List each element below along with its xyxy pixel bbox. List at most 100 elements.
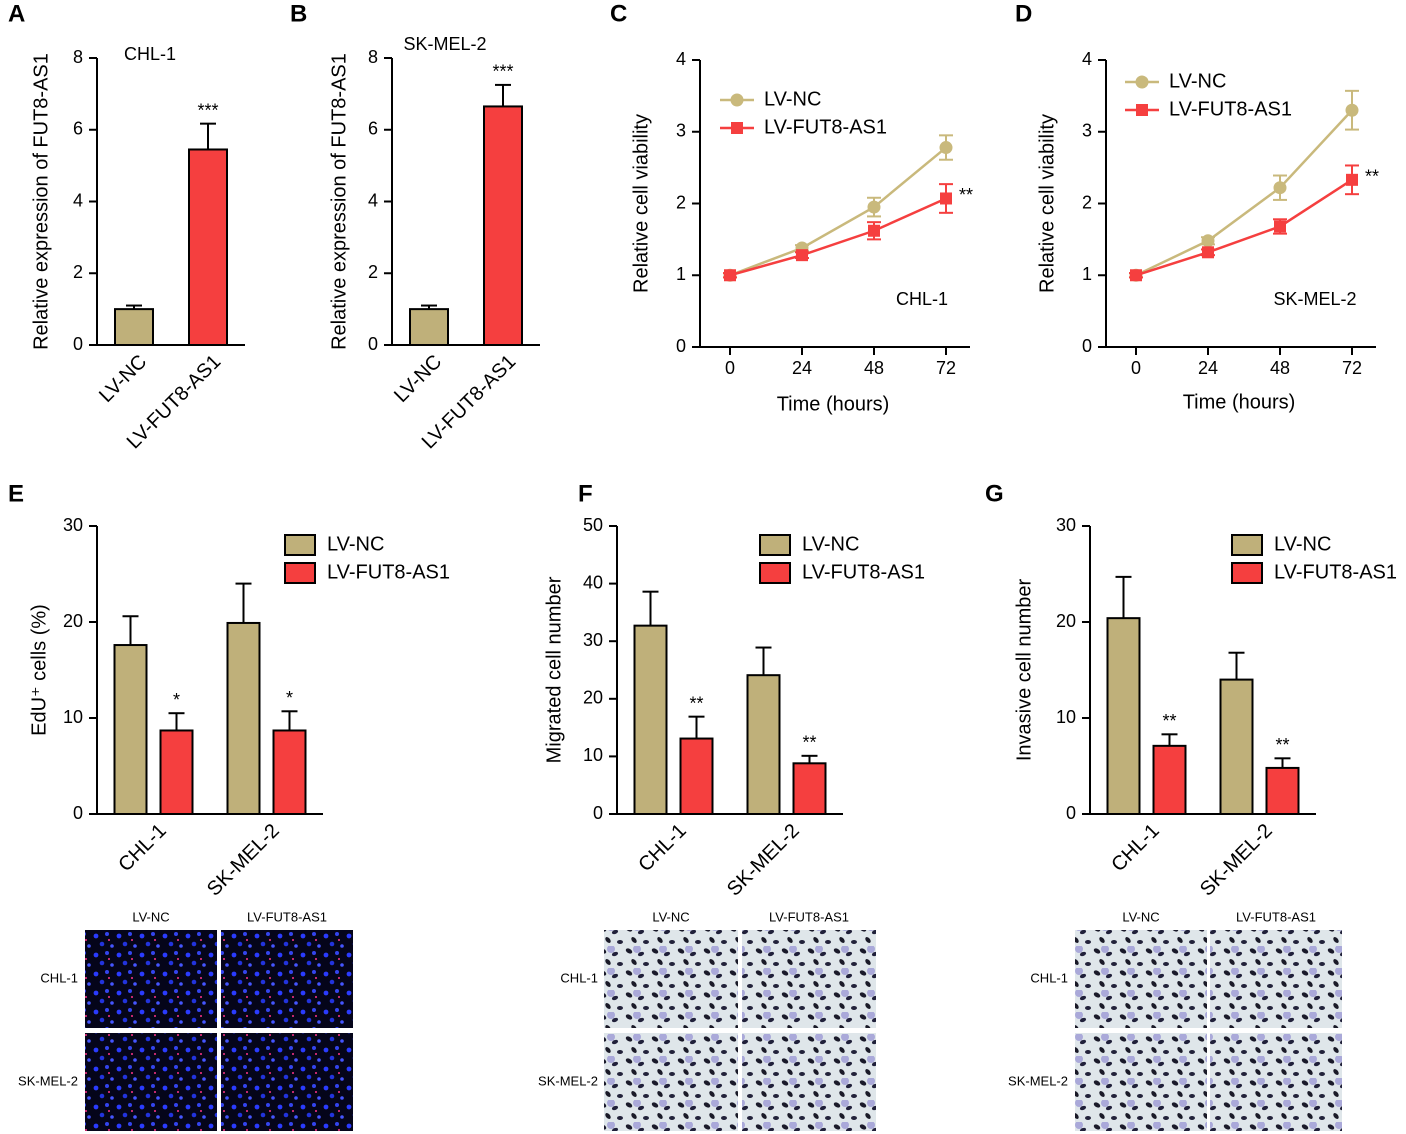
- y-tick-label: 4: [73, 190, 83, 210]
- panel-letter: G: [985, 480, 1004, 507]
- panel-letter: A: [8, 0, 25, 27]
- legend-label: LV-FUT8-AS1: [327, 561, 450, 583]
- series-line: [1135, 109, 1353, 277]
- legend-marker: [1136, 104, 1148, 116]
- significance: **: [1275, 735, 1289, 755]
- panel-letter: D: [1015, 0, 1032, 27]
- y-axis-label: Relative expression of FUT8-AS1: [328, 53, 350, 350]
- series-line: [1135, 178, 1353, 277]
- series-line: [729, 146, 947, 277]
- bar: [792, 762, 827, 816]
- micrograph: [1075, 1033, 1207, 1131]
- y-axis-label: Migrated cell number: [543, 576, 565, 763]
- point: [1202, 246, 1214, 259]
- x-tick-label: CHL-1: [1107, 820, 1163, 876]
- micrograph-row-label: CHL-1: [1030, 970, 1068, 985]
- bar: [633, 624, 668, 816]
- bar: [113, 644, 148, 815]
- x-tick-label: 72: [936, 358, 956, 378]
- x-tick-label: 48: [1270, 358, 1290, 378]
- point: [1274, 220, 1286, 233]
- y-axis-label: Relative cell viability: [1036, 114, 1058, 293]
- micrograph-column-label: LV-FUT8-AS1: [247, 909, 327, 924]
- error-bar: [801, 754, 818, 764]
- x-tick-label: LV-NC: [390, 351, 446, 407]
- annotation: SK-MEL-2: [1273, 289, 1356, 309]
- error-bar: [1161, 733, 1178, 746]
- error-bar: [1115, 575, 1132, 619]
- x-tick-label: SK-MEL-2: [1196, 820, 1277, 901]
- bar: [679, 737, 714, 816]
- x-tick-label: 24: [1198, 358, 1218, 378]
- error-bar: [495, 83, 511, 107]
- y-tick-label: 6: [368, 119, 378, 139]
- micrograph-row-label: SK-MEL-2: [538, 1073, 598, 1088]
- micrograph-row-label: CHL-1: [560, 970, 598, 985]
- x-tick-label: SK-MEL-2: [203, 820, 284, 901]
- y-tick-label: 0: [593, 803, 603, 823]
- significance: **: [802, 733, 816, 753]
- y-tick-label: 2: [1082, 192, 1092, 212]
- micrograph: [1210, 930, 1342, 1028]
- error-bar: [642, 590, 659, 626]
- subtitle: CHL-1: [124, 44, 176, 64]
- x-tick-label: 48: [864, 358, 884, 378]
- y-tick-label: 0: [1066, 803, 1076, 823]
- micrograph: [221, 930, 353, 1028]
- point: [796, 249, 808, 262]
- point: [939, 141, 953, 155]
- x-tick-label: SK-MEL-2: [723, 820, 804, 901]
- bar: [114, 308, 154, 346]
- legend-swatch: [1231, 534, 1263, 556]
- error-bar: [688, 715, 705, 739]
- point: [868, 224, 880, 237]
- y-tick-label: 1: [1082, 264, 1092, 284]
- bar: [409, 308, 449, 346]
- point: [1346, 173, 1358, 186]
- y-tick-label: 10: [583, 745, 603, 765]
- significance: **: [689, 693, 703, 713]
- micrograph-column-label: LV-FUT8-AS1: [769, 909, 849, 924]
- legend-label: LV-NC: [764, 88, 821, 110]
- y-tick-label: 4: [1082, 49, 1092, 69]
- x-tick-label: CHL-1: [114, 820, 170, 876]
- legend-label: LV-NC: [327, 533, 384, 555]
- error-bar: [168, 712, 185, 731]
- x-tick-label: CHL-1: [634, 820, 690, 876]
- y-tick-label: 2: [73, 262, 83, 282]
- legend-label: LV-NC: [802, 533, 859, 555]
- y-tick-label: 10: [1056, 707, 1076, 727]
- y-tick-label: 1: [676, 264, 686, 284]
- legend-swatch: [284, 534, 316, 556]
- y-axis-label: EdU⁺ cells (%): [28, 604, 50, 736]
- legend-swatch: [759, 562, 791, 584]
- legend-swatch: [759, 534, 791, 556]
- error-bar: [200, 122, 216, 150]
- panel-letter: F: [578, 480, 593, 507]
- panel-letter: B: [290, 0, 307, 27]
- legend-label: LV-NC: [1169, 70, 1226, 92]
- x-tick-label: 24: [792, 358, 812, 378]
- x-tick-label: LV-NC: [95, 351, 151, 407]
- legend-label: LV-FUT8-AS1: [1169, 98, 1292, 120]
- y-tick-label: 8: [368, 47, 378, 67]
- y-tick-label: 0: [368, 334, 378, 354]
- bar: [159, 729, 194, 815]
- y-tick-label: 4: [676, 49, 686, 69]
- series-line: [729, 197, 947, 277]
- y-tick-label: 2: [676, 192, 686, 212]
- y-tick-label: 3: [676, 121, 686, 141]
- micrograph: [221, 1033, 353, 1131]
- point: [1130, 269, 1142, 282]
- y-tick-label: 20: [1056, 611, 1076, 631]
- y-tick-label: 10: [63, 707, 83, 727]
- point: [940, 192, 952, 205]
- bar: [746, 674, 781, 816]
- subtitle: SK-MEL-2: [403, 34, 486, 54]
- micrograph-row-label: SK-MEL-2: [1008, 1073, 1068, 1088]
- annotation: CHL-1: [896, 289, 948, 309]
- point: [1345, 103, 1359, 117]
- legend-swatch: [1231, 562, 1263, 584]
- legend-label: LV-FUT8-AS1: [1274, 561, 1397, 583]
